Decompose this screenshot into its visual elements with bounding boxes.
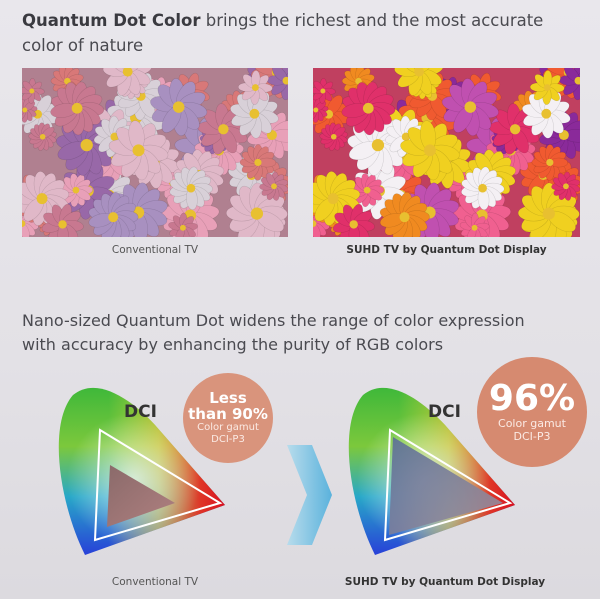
- flower: [459, 212, 490, 237]
- flower: [168, 212, 198, 237]
- flower: [239, 144, 277, 181]
- flower: [50, 81, 105, 136]
- flower: [41, 203, 84, 237]
- flower: [461, 166, 505, 211]
- flower: [313, 78, 336, 104]
- photo-conventional: [22, 68, 288, 237]
- flower: [150, 78, 208, 137]
- flower: [169, 166, 213, 211]
- gamut-diagram: [58, 387, 225, 555]
- gamut-label: DCI: [124, 402, 157, 422]
- badge-sub: Color gamut DCI-P3: [498, 417, 566, 443]
- badge: Less than 90% Color gamut DCI-P3: [183, 373, 273, 463]
- flower: [238, 70, 273, 105]
- badge-sub: Color gamut DCI-P3: [197, 422, 259, 445]
- badge-main: Less than 90%: [188, 388, 268, 423]
- caption: SUHD TV by Quantum Dot Display: [346, 244, 547, 256]
- title: Quantum Dot Color brings the richest and…: [22, 8, 562, 58]
- arrow: [287, 445, 332, 545]
- flower: [517, 182, 580, 237]
- flower: [226, 182, 288, 237]
- flower: [441, 78, 499, 137]
- gamut-diagram: [348, 387, 515, 555]
- gamut-label: DCI: [428, 402, 461, 422]
- flower: [332, 203, 375, 237]
- photo-suhd: [313, 68, 580, 237]
- flower: [197, 103, 249, 155]
- title-text: brings the richest and the most accurate…: [22, 11, 544, 55]
- subtitle: Nano-sized Quantum Dot widens the range …: [22, 311, 525, 354]
- title-bold: Quantum Dot Color: [22, 11, 201, 30]
- flower: [108, 120, 169, 181]
- flower: [259, 171, 288, 201]
- caption: SUHD TV by Quantum Dot Display: [344, 576, 546, 588]
- flower: [394, 68, 444, 96]
- flower: [22, 78, 45, 104]
- flower: [400, 120, 460, 181]
- badge-main: 96%: [488, 378, 576, 420]
- flower: [529, 70, 565, 105]
- flower: [558, 68, 580, 101]
- caption: Conventional TV: [111, 576, 199, 588]
- flower: [531, 144, 569, 181]
- flower: [489, 103, 541, 155]
- flower: [266, 68, 288, 101]
- flower: [551, 171, 580, 201]
- flower: [319, 122, 348, 151]
- badge: 96% Color gamut DCI-P3: [477, 357, 587, 467]
- flower: [341, 81, 396, 136]
- flower: [379, 192, 430, 237]
- caption: Conventional TV: [111, 244, 199, 256]
- flower: [22, 97, 38, 123]
- flower: [313, 97, 329, 123]
- flower: [102, 68, 153, 96]
- flower: [28, 122, 57, 151]
- flower: [88, 192, 139, 237]
